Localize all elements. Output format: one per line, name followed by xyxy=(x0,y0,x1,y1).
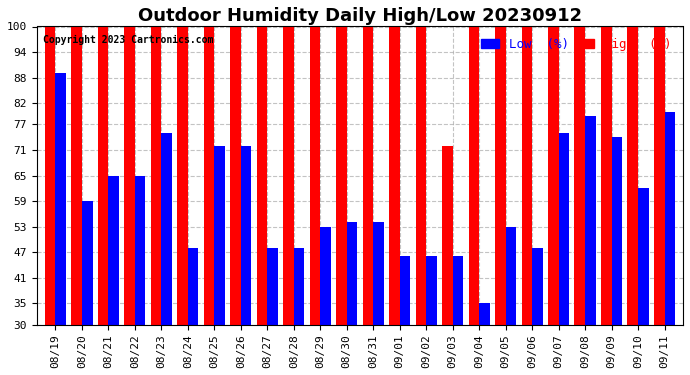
Bar xyxy=(426,256,437,325)
Bar xyxy=(373,222,384,325)
Bar xyxy=(230,27,241,325)
Bar xyxy=(363,27,373,325)
Bar xyxy=(453,256,463,325)
Bar xyxy=(654,27,664,325)
Bar xyxy=(108,176,119,325)
Bar xyxy=(664,112,675,325)
Bar xyxy=(336,27,347,325)
Bar xyxy=(585,116,595,325)
Bar xyxy=(495,27,506,325)
Bar xyxy=(98,27,108,325)
Bar xyxy=(71,27,82,325)
Bar xyxy=(204,27,215,325)
Bar xyxy=(347,222,357,325)
Bar xyxy=(479,303,490,325)
Bar xyxy=(283,27,294,325)
Bar xyxy=(532,248,543,325)
Bar xyxy=(45,27,55,325)
Bar xyxy=(257,27,267,325)
Bar xyxy=(442,146,453,325)
Bar xyxy=(601,27,611,325)
Bar xyxy=(55,74,66,325)
Bar xyxy=(389,27,400,325)
Bar xyxy=(627,27,638,325)
Bar xyxy=(506,226,516,325)
Bar xyxy=(310,27,320,325)
Bar xyxy=(559,133,569,325)
Bar xyxy=(82,201,92,325)
Bar xyxy=(469,27,479,325)
Bar xyxy=(188,248,199,325)
Bar xyxy=(151,27,161,325)
Bar xyxy=(415,27,426,325)
Bar xyxy=(638,188,649,325)
Bar xyxy=(294,248,304,325)
Legend: Low  (%), High  (%): Low (%), High (%) xyxy=(475,33,677,56)
Bar xyxy=(124,27,135,325)
Bar xyxy=(177,27,188,325)
Bar xyxy=(267,248,278,325)
Title: Outdoor Humidity Daily High/Low 20230912: Outdoor Humidity Daily High/Low 20230912 xyxy=(138,7,582,25)
Bar xyxy=(400,256,411,325)
Bar xyxy=(548,27,559,325)
Bar xyxy=(241,146,251,325)
Bar xyxy=(135,176,146,325)
Bar xyxy=(522,27,532,325)
Bar xyxy=(320,226,331,325)
Bar xyxy=(611,137,622,325)
Text: Copyright 2023 Cartronics.com: Copyright 2023 Cartronics.com xyxy=(43,36,214,45)
Bar xyxy=(215,146,225,325)
Bar xyxy=(575,27,585,325)
Bar xyxy=(161,133,172,325)
